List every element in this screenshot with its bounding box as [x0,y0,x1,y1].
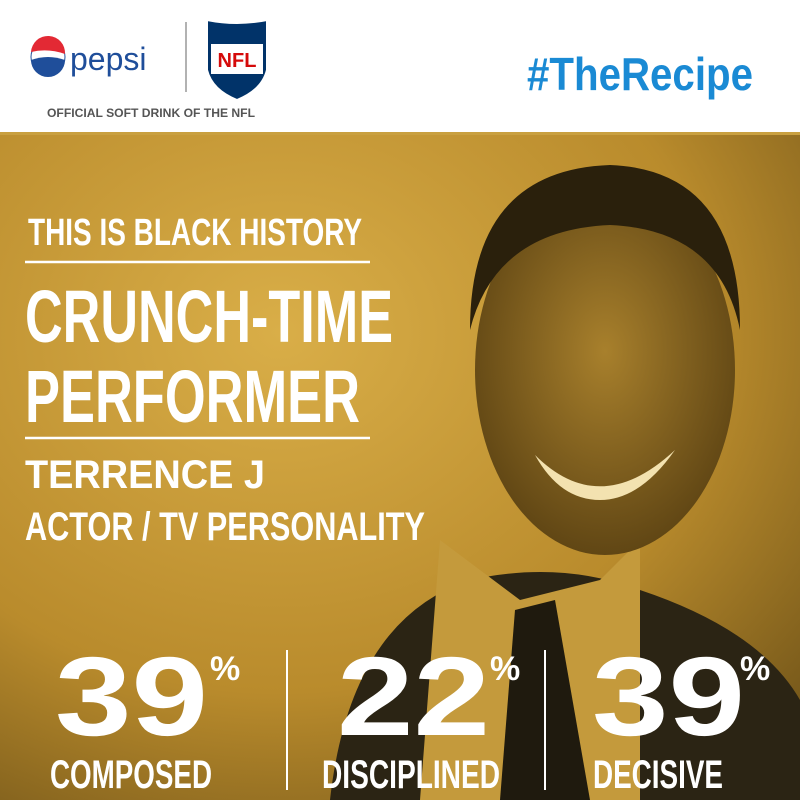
brand: pepsi [70,41,147,77]
stat-unit: % [210,650,240,688]
portrait [330,165,800,800]
pepsi-logo [30,35,66,77]
tagline: OFFICIAL SOFT DRINK OF THE NFL [47,106,255,120]
stat-unit: % [490,650,520,688]
title-line: PERFORMER [25,355,360,438]
kicker: THIS IS BLACK HISTORY [28,212,362,254]
title-line: CRUNCH-TIME [25,275,393,358]
stats: 39 % COMPOSED 22 % DISCIPLINED 39% DECISIVE [50,634,770,797]
stat-value: 22 [337,634,490,759]
stat-label: DISCIPLINED [322,753,500,797]
header-bg [0,0,800,132]
stat-label: COMPOSED [50,753,212,797]
header-rule [0,132,800,135]
stat-value: 39 [55,634,208,759]
league: NFL [218,50,257,72]
stat-value: 39 [592,634,745,759]
person-name: TERRENCE J [25,453,265,497]
stat-unit: % [740,650,770,688]
stat-label: DECISIVE [593,753,723,797]
hashtag: #TheRecipe [527,48,753,100]
person-role: ACTOR / TV PERSONALITY [25,505,425,549]
nfl-shield [206,18,268,102]
